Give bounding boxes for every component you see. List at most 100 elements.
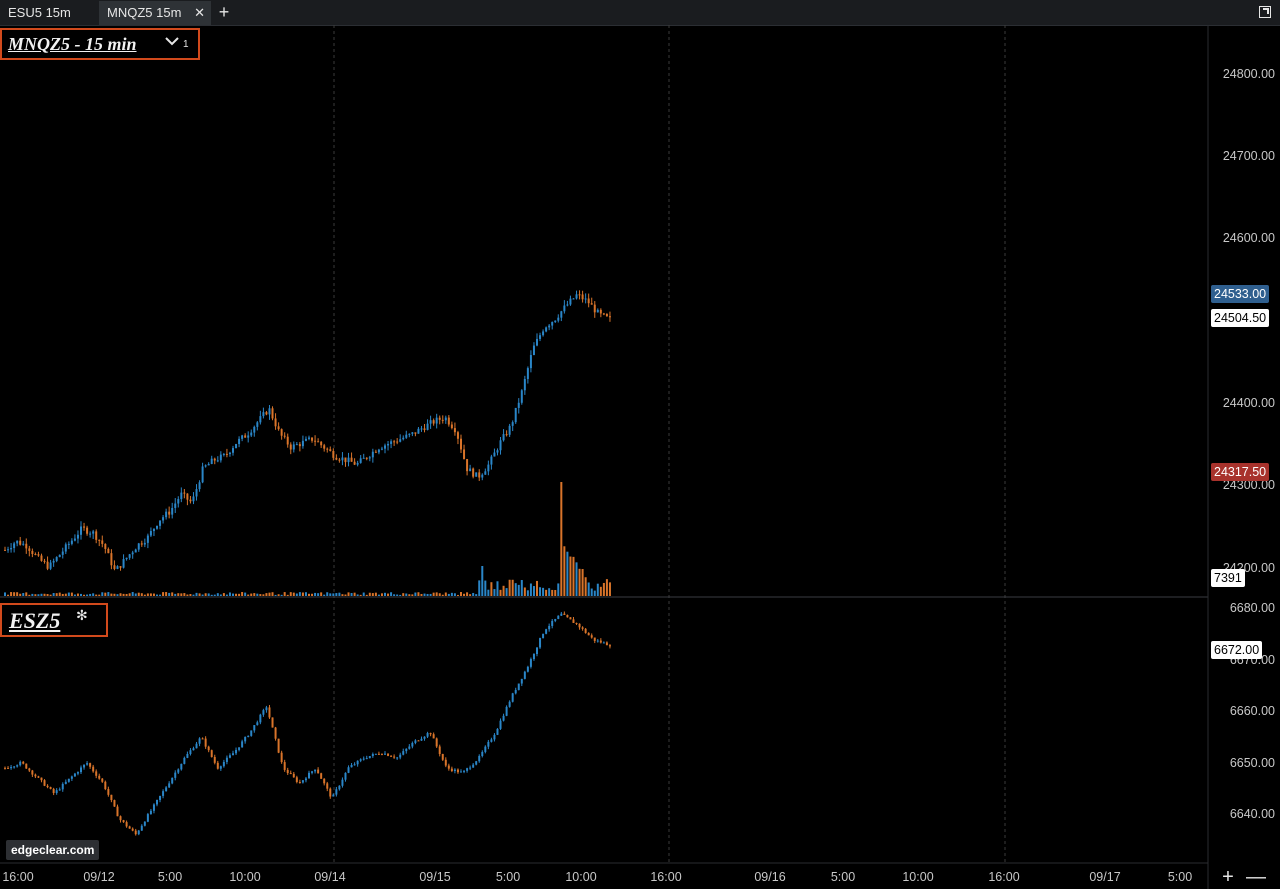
mnq-candle-body bbox=[542, 331, 545, 336]
close-icon[interactable]: ✕ bbox=[194, 5, 205, 20]
mnq-candle-body bbox=[46, 561, 49, 569]
mnq-candle-body bbox=[575, 294, 578, 299]
volume-bar bbox=[64, 593, 67, 596]
mnq-candle-body bbox=[80, 526, 82, 535]
es-candle-body bbox=[174, 772, 177, 778]
es-candle-body bbox=[463, 770, 466, 772]
volume-bar bbox=[128, 593, 131, 596]
es-candle-body bbox=[149, 810, 152, 815]
volume-bar bbox=[228, 592, 231, 596]
mnq-candle-body bbox=[256, 422, 259, 427]
volume-bar bbox=[311, 593, 314, 596]
study-count: 1 bbox=[183, 39, 189, 50]
top-symbol-label[interactable]: MNQZ5 - 15 min bbox=[8, 34, 137, 54]
es-candle-body bbox=[259, 714, 262, 723]
mnq-candle-body bbox=[122, 559, 125, 568]
mnq-candle-body bbox=[125, 557, 128, 560]
mnq-candle-body bbox=[70, 540, 73, 544]
es-candle-body bbox=[238, 747, 241, 750]
mnq-candle-body bbox=[210, 458, 213, 464]
volume-bar bbox=[304, 592, 307, 596]
volume-bar bbox=[450, 592, 453, 596]
es-candle-body bbox=[280, 752, 283, 763]
es-candle-body bbox=[453, 769, 456, 772]
volume-bar bbox=[271, 592, 274, 596]
volume-bar bbox=[435, 592, 438, 596]
volume-bar bbox=[149, 593, 152, 596]
es-last-price-tag: 6672.00 bbox=[1211, 641, 1263, 659]
es-candle-body bbox=[402, 751, 405, 755]
mnq-candle-body bbox=[362, 457, 365, 459]
es-candle-body bbox=[338, 785, 341, 790]
x-tick-label: 09/16 bbox=[754, 870, 785, 884]
volume-bar bbox=[447, 593, 450, 596]
gear-icon[interactable]: ✻ bbox=[76, 607, 88, 623]
es-candle-body bbox=[207, 746, 210, 751]
volume-bar bbox=[466, 592, 469, 596]
es-candle-body bbox=[253, 725, 256, 731]
volume-bar bbox=[210, 594, 213, 596]
mnq-candle-body bbox=[520, 390, 523, 403]
es-candle-body bbox=[390, 755, 393, 757]
es-candle-body bbox=[499, 720, 502, 729]
popout-icon[interactable] bbox=[1259, 6, 1271, 18]
zoom-in-button[interactable]: + bbox=[1222, 866, 1234, 888]
volume-bar bbox=[40, 593, 43, 596]
volume-bar bbox=[393, 594, 396, 596]
mnq-candle-body bbox=[64, 544, 67, 552]
es-candle-body bbox=[514, 689, 517, 694]
volume-bar bbox=[222, 593, 225, 596]
mnq-candle-body bbox=[40, 555, 43, 561]
mnq-candle-body bbox=[320, 441, 323, 446]
es-candle-body bbox=[484, 746, 487, 752]
es-candle-body bbox=[55, 790, 58, 794]
volume-bar bbox=[265, 593, 268, 596]
es-candle-body bbox=[19, 761, 22, 766]
es-candle-body bbox=[131, 828, 134, 831]
volume-bar bbox=[368, 592, 371, 596]
add-tab-button[interactable]: + bbox=[218, 2, 230, 22]
volume-bar bbox=[146, 593, 149, 596]
zoom-out-button[interactable]: — bbox=[1246, 866, 1266, 888]
mnq-candle-body bbox=[232, 448, 234, 453]
tab-esu5[interactable]: ESU5 15m bbox=[0, 1, 92, 25]
mnq-candle-body bbox=[605, 313, 608, 317]
volume-bar bbox=[411, 594, 414, 596]
mnq-candle-body bbox=[168, 511, 171, 515]
mnq-candle-body bbox=[523, 378, 526, 391]
mnq-candle-body bbox=[131, 552, 134, 555]
es-candle-body bbox=[119, 816, 122, 821]
bottom-symbol-frame[interactable]: ESZ5 ✻ bbox=[0, 603, 108, 637]
tab-mnqz5[interactable]: MNQZ5 15m ✕ bbox=[99, 1, 211, 25]
mnq-candle-body bbox=[295, 444, 298, 446]
es-candle-body bbox=[177, 769, 180, 773]
mnq-candle-body bbox=[137, 543, 140, 550]
chart-area[interactable]: 24800.00 24700.00 24600.00 24400.00 24300.00… bbox=[0, 25, 1280, 889]
volume-bar bbox=[241, 592, 244, 596]
volume-bar bbox=[143, 594, 146, 596]
volume-bar bbox=[280, 594, 283, 596]
volume-bar bbox=[49, 594, 52, 596]
volume-bar bbox=[262, 594, 265, 596]
bottom-symbol-label[interactable]: ESZ5 bbox=[9, 608, 61, 633]
es-candle-body bbox=[581, 627, 584, 629]
volume-bar bbox=[517, 584, 520, 596]
mnq-candle-body bbox=[98, 539, 101, 541]
chevron-down-icon[interactable] bbox=[165, 36, 179, 46]
volume-bar bbox=[578, 568, 581, 596]
volume-bar bbox=[453, 593, 456, 596]
mnq-candle-body bbox=[128, 554, 131, 558]
volume-bar bbox=[414, 592, 417, 596]
volume-bar bbox=[426, 593, 429, 596]
volume-bar bbox=[37, 594, 40, 596]
volume-bar bbox=[545, 589, 548, 596]
es-candle-body bbox=[438, 746, 441, 755]
es-candle-body bbox=[572, 619, 575, 623]
es-candle-body bbox=[472, 764, 475, 768]
volume-bar bbox=[526, 590, 529, 596]
mnq-candle-body bbox=[186, 493, 189, 500]
top-symbol-frame[interactable]: MNQZ5 - 15 min 1 bbox=[0, 28, 200, 60]
mnq-candle-body bbox=[484, 471, 487, 475]
volume-bar bbox=[201, 594, 204, 596]
es-candle-body bbox=[228, 755, 231, 758]
